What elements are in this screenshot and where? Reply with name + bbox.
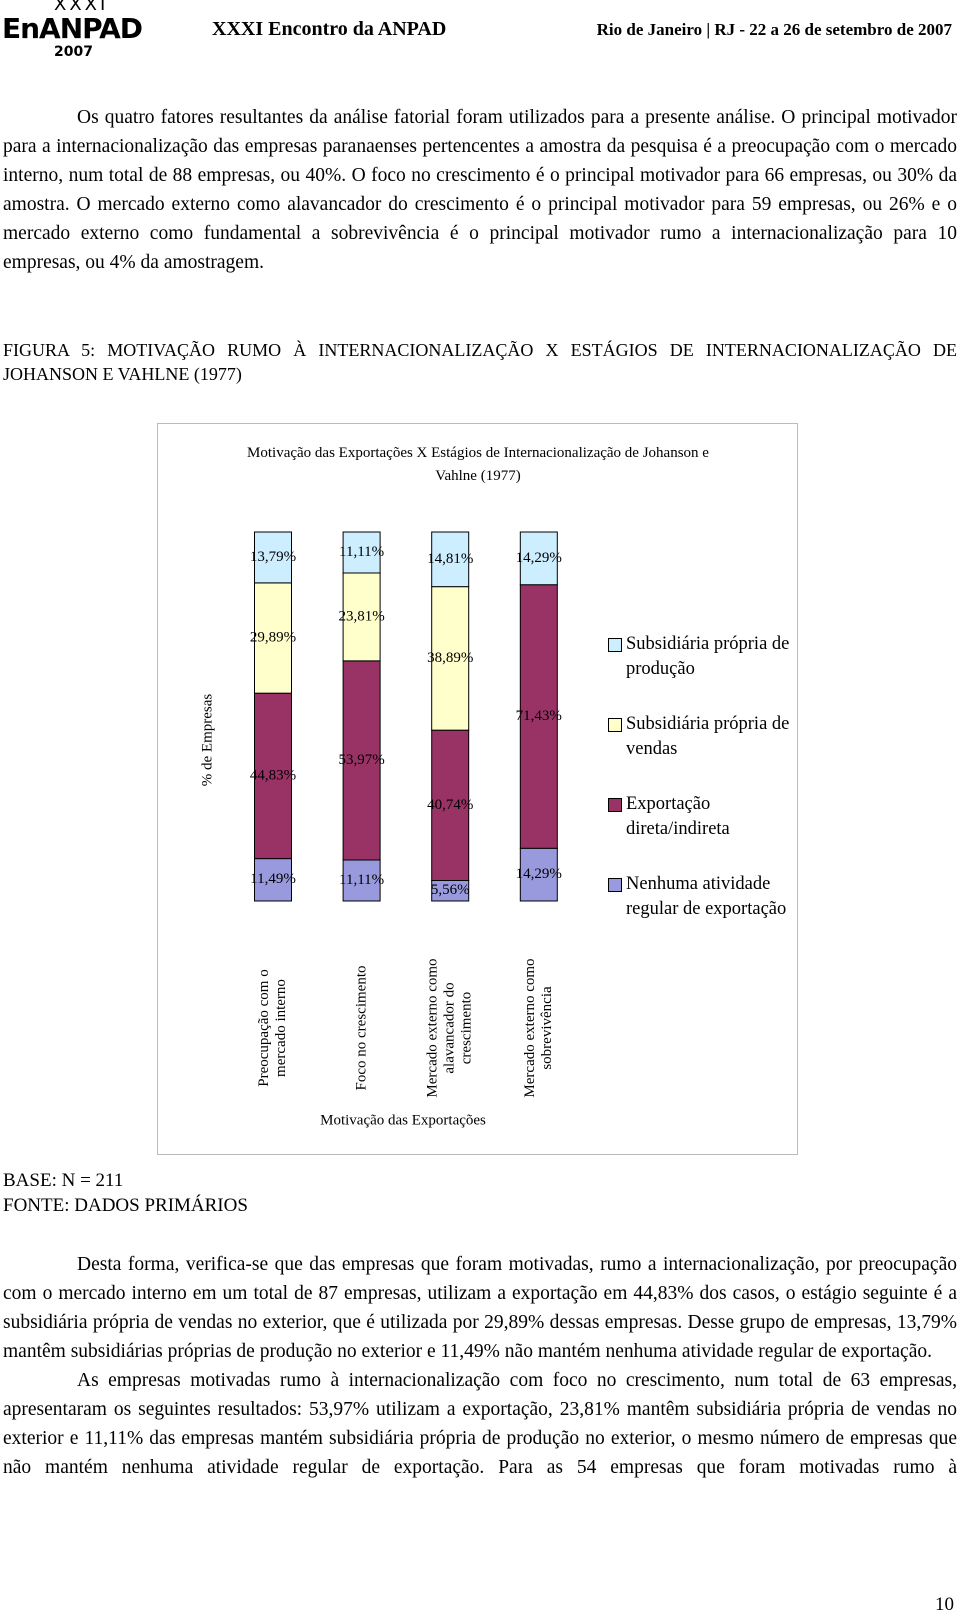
bar-segment — [254, 531, 292, 584]
data-label: 11,11% — [339, 544, 384, 560]
bar-segment — [254, 858, 292, 902]
bar-segment — [431, 531, 470, 588]
source: FONTE: DADOS PRIMÁRIOS — [3, 1195, 248, 1216]
chart: Motivação das Exportações X Estágios de … — [157, 423, 798, 1155]
legend-label: Exportação direta/indireta — [626, 794, 730, 839]
x-axis-label: Motivação das Exportações — [320, 1112, 486, 1128]
logo-edition: XXXI — [54, 0, 109, 15]
y-axis-label: % de Empresas — [199, 694, 215, 787]
data-label: 14,29% — [516, 550, 562, 566]
chart-title: Motivação das Exportações X Estágios de … — [247, 445, 709, 484]
bar-segment — [519, 531, 558, 586]
figure-caption: FIGURA 5: MOTIVAÇÃO RUMO À INTERNACIONAL… — [3, 340, 957, 384]
x-tick-label: Mercado externo como alavancador do cres… — [424, 958, 475, 1098]
legend-item: Exportação direta/indireta — [608, 792, 793, 842]
place-date: Rio de Janeiro | RJ - 22 a 26 de setembr… — [596, 20, 952, 39]
bar-segment — [342, 531, 381, 574]
data-label: 5,56% — [431, 882, 470, 898]
plot: % de Empresas Motivação das Exportações … — [199, 531, 562, 1128]
data-label: 53,97% — [338, 752, 384, 768]
event: XXXI Encontro da ANPAD — [212, 18, 447, 40]
bar-segment — [519, 847, 558, 902]
paragraph: As empresas motivadas rumo à internacion… — [3, 1370, 957, 1478]
data-label: 38,89% — [427, 650, 473, 666]
data-label: 40,74% — [427, 797, 473, 813]
page-number: 10 — [935, 1594, 954, 1615]
logo: XXXI EnANPAD 2007 — [2, 0, 152, 62]
notes: BASE: N = 211 FONTE: DADOS PRIMÁRIOS — [3, 1168, 248, 1218]
legend-swatch — [608, 878, 622, 892]
x-tick-label: Mercado externo como sobrevivência — [521, 958, 555, 1098]
bar-segment — [254, 692, 292, 860]
bar-segment — [431, 586, 470, 731]
x-tick-label: Preocupação com o mercado interno — [256, 969, 289, 1087]
legend-label: Subsidiária própria de produção — [626, 634, 790, 679]
legend-item: Subsidiária própria de produção — [608, 632, 793, 682]
legend-swatch — [608, 718, 622, 732]
legend-label: Subsidiária própria de vendas — [626, 714, 790, 759]
data-label: 11,11% — [339, 872, 384, 888]
data-label: 13,79% — [250, 549, 296, 565]
base: BASE: N = 211 — [3, 1170, 124, 1191]
data-label: 11,49% — [250, 871, 296, 887]
bar-segment — [342, 572, 381, 662]
legend-swatch — [608, 638, 622, 652]
data-label: 29,89% — [250, 629, 296, 645]
bar-segment — [431, 729, 470, 881]
logo-year: 2007 — [54, 44, 93, 60]
legend-item: Nenhuma atividade regular de exportação — [608, 872, 793, 922]
logo-name: EnANPAD — [2, 12, 143, 45]
text-block: Desta forma, verifica-se que das empresa… — [3, 1250, 957, 1482]
text-block: Os quatro fatores resultantes da análise… — [3, 103, 957, 277]
legend-label: Nenhuma atividade regular de exportação — [626, 874, 787, 919]
data-label: 14,81% — [427, 551, 473, 567]
data-label: 14,29% — [516, 866, 562, 882]
legend-swatch — [608, 798, 622, 812]
x-tick-label: Foco no crescimento — [353, 965, 370, 1091]
data-label: 44,83% — [250, 767, 296, 783]
paragraph: Os quatro fatores resultantes da análise… — [3, 107, 957, 273]
legend-item: Subsidiária própria de vendas — [608, 712, 793, 762]
data-label: 71,43% — [516, 708, 562, 724]
data-label: 23,81% — [338, 608, 384, 624]
paragraph: Desta forma, verifica-se que das empresa… — [3, 1254, 957, 1362]
bar-segment — [519, 584, 558, 849]
